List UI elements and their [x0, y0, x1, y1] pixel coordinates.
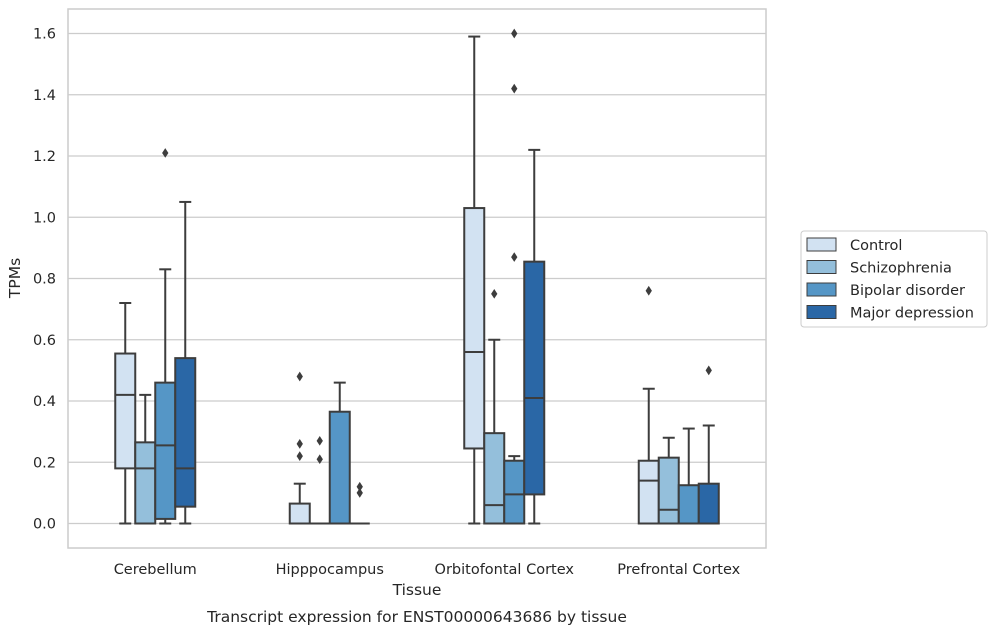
legend-label: Bipolar disorder: [850, 283, 965, 299]
legend-label: Schizophrenia: [850, 261, 952, 277]
box: [134, 393, 157, 525]
x-tick-label: Cerebellum: [114, 562, 197, 578]
box-plot-marks: [114, 28, 720, 525]
legend-label: Control: [850, 238, 902, 254]
outlier-point: [316, 435, 323, 446]
y-tick-label: 1.2: [33, 149, 56, 165]
legend-swatch: [806, 260, 837, 274]
y-tick-label: 0.8: [33, 272, 56, 288]
y-tick-label: 1.4: [33, 88, 56, 104]
box-body: [154, 381, 177, 520]
box: [328, 381, 351, 525]
box-body: [174, 357, 197, 508]
y-tick-label: 1.6: [33, 27, 56, 43]
y-tick-labels: 0.0 0.2 0.4 0.6 0.8 1.0 1.2 1.4 1.6: [33, 27, 56, 533]
box: [309, 435, 330, 525]
outlier-point: [645, 285, 652, 296]
outlier-point: [705, 365, 712, 376]
box: [154, 148, 177, 525]
box: [349, 481, 370, 525]
y-tick-label: 0.4: [33, 394, 56, 410]
x-tick-label: Hipppocampus: [276, 562, 384, 578]
x-axis-title: Tissue: [392, 581, 442, 599]
outlier-point: [356, 488, 363, 498]
x-tick-label: Prefrontal Cortex: [617, 562, 740, 578]
legend-swatch: [806, 237, 837, 252]
box: [463, 35, 486, 525]
box: [114, 302, 137, 525]
box-body: [328, 410, 351, 525]
box-body: [697, 482, 720, 525]
y-axis-title: TPMs: [6, 258, 24, 299]
legend-label: Major depression: [850, 306, 974, 322]
box-body: [134, 441, 157, 525]
legend-swatch: [806, 282, 837, 297]
box: [523, 148, 546, 525]
outlier-point: [296, 371, 303, 382]
outlier-point: [296, 439, 303, 449]
outlier-point: [511, 28, 518, 39]
box: [483, 288, 506, 525]
box: [697, 365, 720, 525]
box-body: [657, 456, 680, 525]
box-body: [483, 432, 506, 525]
box: [174, 200, 197, 525]
box: [657, 436, 680, 525]
outlier-point: [511, 252, 518, 262]
legend: Control Schizophrenia Bipolar disorder Majo…: [800, 230, 988, 328]
box: [677, 427, 700, 525]
outlier-point: [356, 481, 363, 492]
y-tick-label: 0.6: [33, 333, 56, 349]
chart-caption: Transcript expression for ENST0000064368…: [206, 608, 627, 626]
plot-frame: [67, 8, 767, 549]
x-tick-labels: Cerebellum Hipppocampus Orbitofontal Corte…: [114, 562, 741, 578]
box: [637, 285, 660, 525]
outlier-point: [316, 454, 323, 465]
x-tick-label: Orbitofontal Cortex: [435, 562, 575, 578]
outlier-point: [162, 148, 169, 158]
box-body: [114, 352, 137, 470]
y-tick-label: 1.0: [33, 210, 56, 226]
box-body: [637, 459, 660, 525]
y-tick-label: 0.2: [33, 455, 56, 471]
y-tick-label: 0.0: [33, 517, 56, 533]
legend-swatch: [806, 305, 837, 319]
legend-frame: [800, 230, 988, 328]
box-body: [677, 484, 700, 525]
outlier-point: [511, 83, 518, 94]
box-body: [523, 260, 546, 496]
box-body: [288, 502, 311, 525]
box: [288, 371, 311, 525]
box: [503, 28, 526, 525]
outlier-point: [491, 288, 498, 299]
box-body: [463, 207, 486, 450]
outlier-point: [296, 451, 303, 461]
box-body: [503, 459, 526, 525]
